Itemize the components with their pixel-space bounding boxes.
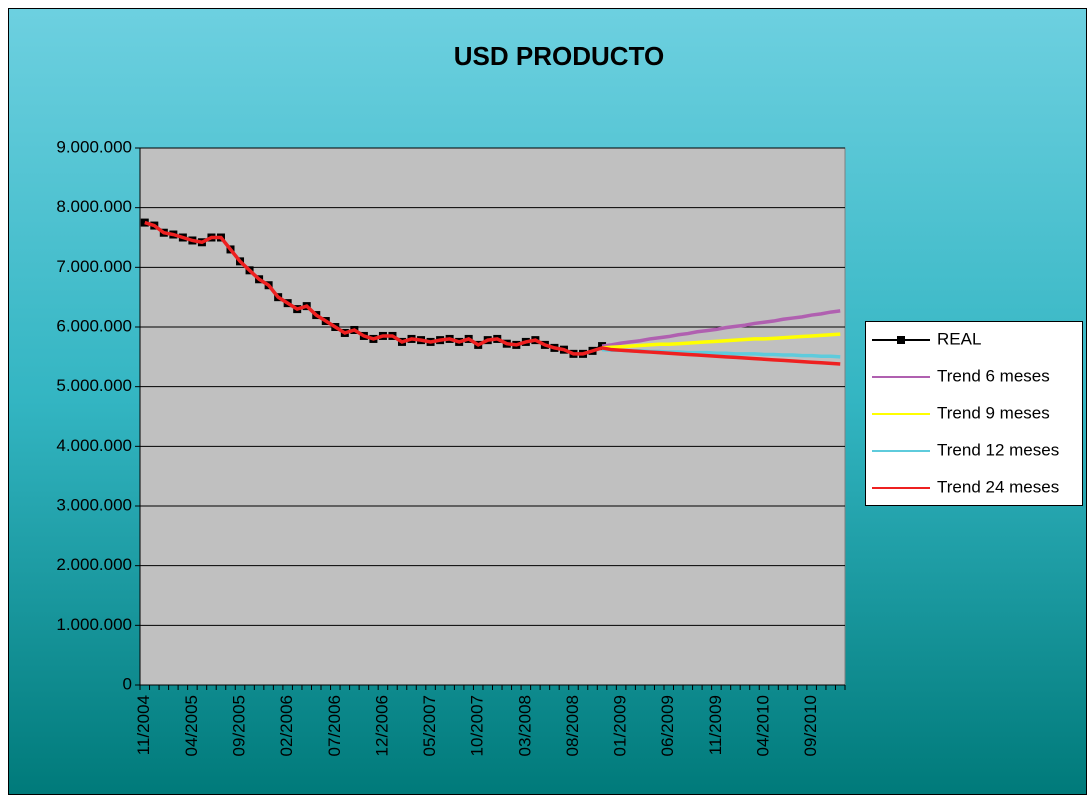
x-tick-label: 09/2005 [230,695,249,756]
x-tick-label: 11/2009 [706,695,725,755]
chart-title: USD PRODUCTO [454,41,664,71]
legend-label: Trend 12 meses [937,440,1059,459]
series-line [144,220,841,366]
x-tick-label: 05/2007 [420,695,439,756]
legend-label: Trend 9 meses [937,403,1050,422]
x-tick-label: 06/2009 [658,695,677,756]
plot-area [139,147,846,686]
y-tick-label: 4.000.000 [56,436,132,455]
legend-label: Trend 24 meses [937,477,1059,496]
x-tick-label: 07/2006 [325,695,344,756]
y-tick-label: 6.000.000 [56,316,132,335]
x-tick-label: 03/2008 [515,695,534,756]
series-line [601,309,841,348]
legend-marker [897,336,905,344]
x-tick-label: 08/2008 [563,695,582,756]
series-line [601,332,841,350]
x-tick-label: 12/2006 [372,695,391,756]
y-tick-label: 0 [123,674,132,693]
y-tick-label: 3.000.000 [56,495,132,514]
x-tick-label: 10/2007 [468,695,487,756]
x-tick-label: 11/2004 [134,695,153,755]
y-tick-label: 5.000.000 [56,376,132,395]
legend-label: Trend 6 meses [937,366,1050,385]
x-tick-label: 01/2009 [611,695,630,756]
y-tick-label: 7.000.000 [56,257,132,276]
x-tick-label: 04/2005 [182,695,201,756]
x-tick-label: 02/2006 [277,695,296,756]
y-tick-label: 1.000.000 [56,615,132,634]
y-tick-label: 2.000.000 [56,555,132,574]
x-tick-label: 09/2010 [801,695,820,756]
legend-label: REAL [937,329,981,348]
y-tick-label: 8.000.000 [56,197,132,216]
y-tick-label: 9.000.000 [56,137,132,156]
x-tick-label: 04/2010 [754,695,773,756]
